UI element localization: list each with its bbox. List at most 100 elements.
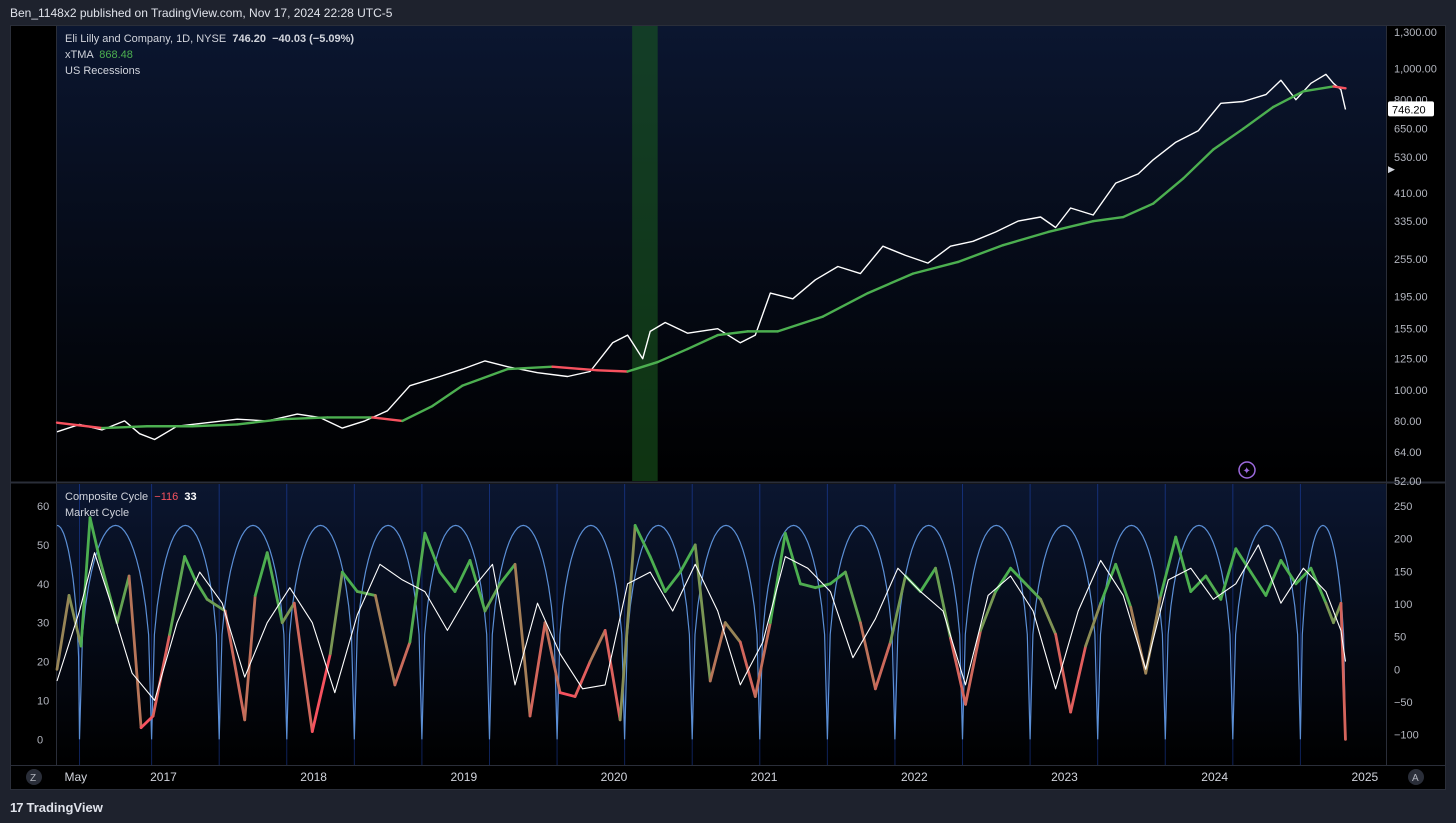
- composite-segment: [543, 621, 562, 695]
- tradingview-mark: 17: [10, 800, 24, 815]
- zoom-corner-button: [26, 769, 42, 785]
- composite-value-2: 33: [184, 491, 197, 503]
- composite-segment: [205, 597, 227, 613]
- cycle-arches: [56, 524, 1347, 740]
- composite-segment: [1009, 566, 1027, 586]
- composite-segment: [573, 660, 592, 698]
- right-axis-tick: 150: [1394, 566, 1412, 578]
- composite-segment: [1054, 632, 1073, 714]
- composite-segment: [55, 594, 71, 671]
- xtma-segment: [371, 416, 404, 423]
- right-axis-tick: −50: [1394, 697, 1413, 709]
- xtma-segment: [911, 260, 960, 275]
- composite-segment: [588, 629, 607, 663]
- xtma-segment: [956, 243, 1005, 264]
- price-axis-tick: 255.00: [1394, 254, 1428, 266]
- composite-segment: [828, 570, 847, 586]
- xtma-segment: [686, 333, 719, 351]
- xtma-segment: [236, 417, 284, 426]
- xtma-segment: [1242, 105, 1275, 130]
- tradingview-logo[interactable]: 17 TradingView: [10, 800, 103, 815]
- xtma-segment: [776, 315, 825, 333]
- price-axis-tick: 1,300.00: [1394, 27, 1437, 39]
- xtma-value: 868.48: [99, 49, 133, 61]
- composite-segment: [1114, 562, 1133, 609]
- composite-segment: [88, 516, 101, 558]
- left-axis-tick: 60: [37, 501, 49, 513]
- left-axis-tick: 20: [37, 657, 49, 669]
- price-axis-tick: 530.00: [1394, 152, 1428, 164]
- publisher-caption: Ben_1148x2 published on TradingView.com,…: [10, 6, 393, 20]
- brand-label: TradingView: [26, 800, 103, 815]
- time-axis-tick: 2017: [150, 770, 177, 784]
- composite-segment: [373, 594, 397, 687]
- xtma-segment: [551, 365, 599, 372]
- xtma-segment: [866, 272, 915, 295]
- composite-segment: [678, 543, 697, 574]
- xtma-segment: [190, 423, 239, 428]
- composite-segment: [979, 590, 997, 632]
- last-price-badge: [1388, 101, 1434, 117]
- composite-segment: [738, 640, 757, 698]
- xtma-segment: [596, 369, 629, 373]
- xtma-segment: [431, 384, 464, 408]
- composite-segment: [423, 531, 442, 574]
- recession-band: [632, 26, 658, 481]
- price-line: [56, 73, 1347, 441]
- left-axis-tick: 0: [37, 734, 43, 746]
- price-axis-tick: 1,000.00: [1394, 64, 1437, 76]
- composite-segment: [768, 531, 787, 625]
- price-axis-tick: 52.00: [1394, 476, 1422, 488]
- time-axis-tick: 2021: [751, 770, 778, 784]
- composite-segment: [723, 621, 742, 644]
- price-axis-tick: 195.00: [1394, 292, 1428, 304]
- xtma-segment: [1212, 127, 1245, 151]
- xtma-segment: [1001, 230, 1050, 247]
- xtma-segment: [1302, 85, 1335, 93]
- composite-segment: [292, 601, 314, 733]
- composite-segment: [603, 629, 622, 722]
- price-axis-tick: 100.00: [1394, 385, 1428, 397]
- xtma-segment: [716, 330, 749, 337]
- composite-segment: [328, 570, 344, 656]
- composite-label: Composite Cycle: [65, 491, 149, 503]
- price-axis-tick: 335.00: [1394, 216, 1428, 228]
- right-axis-tick: 250: [1394, 501, 1412, 513]
- right-axis-tick: 50: [1394, 632, 1406, 644]
- composite-segment: [1279, 559, 1298, 586]
- composite-segment: [1264, 559, 1283, 597]
- composite-segment: [648, 555, 667, 593]
- left-axis-tick: 50: [37, 540, 49, 552]
- xtma-segment: [1182, 148, 1215, 180]
- left-axis-tick: 10: [37, 695, 49, 707]
- composite-segment: [1099, 562, 1118, 605]
- compass-icon: [1238, 461, 1256, 479]
- price-axis-arrow-icon: ▶: [1388, 164, 1395, 174]
- price-legend: Eli Lilly and Company, 1D, NYSE 746.20 −…: [65, 33, 354, 45]
- composite-segment: [618, 524, 637, 722]
- time-axis-tick: 2020: [601, 770, 628, 784]
- composite-segment: [280, 601, 296, 625]
- time-axis-tick: 2024: [1201, 770, 1228, 784]
- last-price-label: 746.20: [1392, 104, 1426, 116]
- xtma-segment: [55, 421, 104, 430]
- auto-scale-button: [1408, 769, 1424, 785]
- zoom-corner-label: Z: [30, 773, 36, 784]
- composite-segment: [1234, 547, 1253, 574]
- price-axis-tick: 410.00: [1394, 188, 1428, 200]
- composite-segment: [67, 594, 83, 648]
- left-axis-tick: 40: [37, 579, 49, 591]
- composite-segment: [183, 555, 197, 582]
- composite-segment: [468, 559, 487, 613]
- price-change: −40.03 (−5.09%): [272, 33, 355, 45]
- composite-segment: [994, 566, 1012, 593]
- time-axis-tick: 2019: [450, 770, 477, 784]
- composite-segment: [949, 636, 967, 706]
- composite-segment: [393, 640, 412, 687]
- composite-segment: [498, 562, 517, 586]
- composite-segment: [528, 621, 547, 718]
- composite-segment: [859, 621, 877, 691]
- composite-segment: [453, 559, 472, 593]
- time-axis-tick: 2025: [1351, 770, 1378, 784]
